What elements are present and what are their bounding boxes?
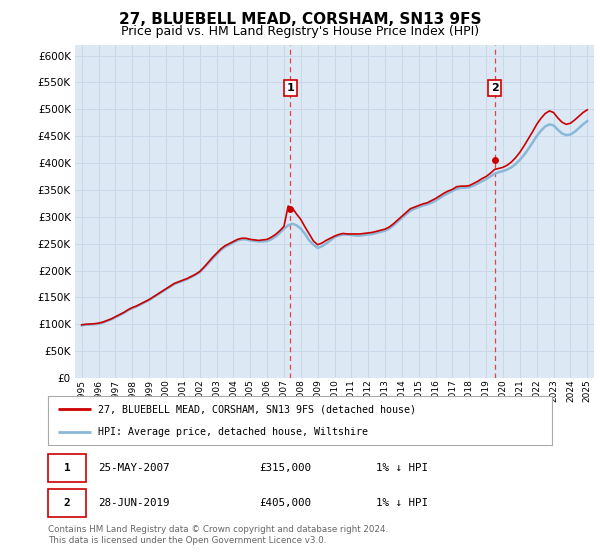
FancyBboxPatch shape — [48, 454, 86, 482]
Text: 27, BLUEBELL MEAD, CORSHAM, SN13 9FS (detached house): 27, BLUEBELL MEAD, CORSHAM, SN13 9FS (de… — [98, 404, 416, 414]
FancyBboxPatch shape — [48, 489, 86, 517]
Text: 1: 1 — [286, 83, 294, 93]
Text: £405,000: £405,000 — [260, 498, 311, 508]
Text: Contains HM Land Registry data © Crown copyright and database right 2024.
This d: Contains HM Land Registry data © Crown c… — [48, 525, 388, 545]
Text: HPI: Average price, detached house, Wiltshire: HPI: Average price, detached house, Wilt… — [98, 427, 368, 437]
Text: 1% ↓ HPI: 1% ↓ HPI — [376, 498, 428, 508]
Text: £315,000: £315,000 — [260, 463, 311, 473]
Text: 2: 2 — [64, 498, 70, 508]
Text: 28-JUN-2019: 28-JUN-2019 — [98, 498, 170, 508]
Text: 2: 2 — [491, 83, 499, 93]
Text: 27, BLUEBELL MEAD, CORSHAM, SN13 9FS: 27, BLUEBELL MEAD, CORSHAM, SN13 9FS — [119, 12, 481, 27]
Text: Price paid vs. HM Land Registry's House Price Index (HPI): Price paid vs. HM Land Registry's House … — [121, 25, 479, 38]
Text: 1: 1 — [64, 463, 70, 473]
Text: 1% ↓ HPI: 1% ↓ HPI — [376, 463, 428, 473]
Text: 25-MAY-2007: 25-MAY-2007 — [98, 463, 170, 473]
